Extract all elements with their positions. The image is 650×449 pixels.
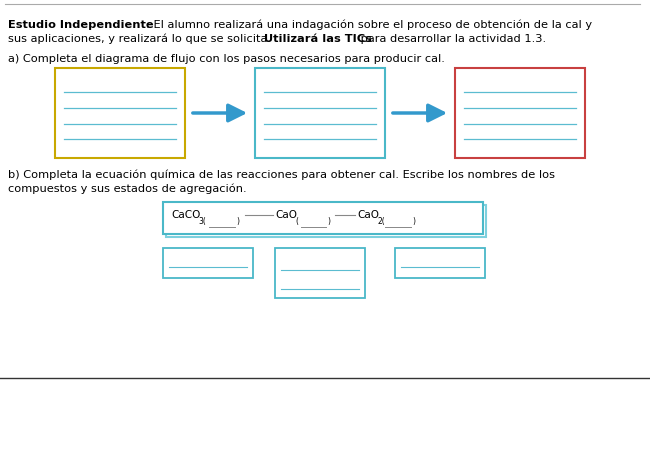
Text: (: ( bbox=[295, 217, 298, 226]
Text: ): ) bbox=[412, 217, 415, 226]
Text: a) Completa el diagrama de flujo con los pasos necesarios para producir cal.: a) Completa el diagrama de flujo con los… bbox=[8, 54, 445, 64]
Bar bbox=[163, 248, 253, 278]
Text: CaO: CaO bbox=[357, 211, 379, 220]
Bar bbox=[255, 68, 385, 158]
Text: CaCO: CaCO bbox=[171, 211, 200, 220]
Bar bbox=[455, 68, 585, 158]
Bar bbox=[166, 205, 486, 237]
Text: Estudio Independiente: Estudio Independiente bbox=[8, 20, 153, 30]
Text: : El alumno realizará una indagación sobre el proceso de obtención de la cal y: : El alumno realizará una indagación sob… bbox=[146, 20, 592, 31]
Bar bbox=[275, 248, 365, 298]
Text: compuestos y sus estados de agregación.: compuestos y sus estados de agregación. bbox=[8, 184, 246, 194]
Text: 3(: 3( bbox=[198, 217, 206, 226]
Text: sus aplicaciones, y realizará lo que se solicita.: sus aplicaciones, y realizará lo que se … bbox=[8, 34, 274, 44]
Text: 2(: 2( bbox=[377, 217, 385, 226]
Text: para desarrollar la actividad 1.3.: para desarrollar la actividad 1.3. bbox=[357, 34, 546, 44]
Bar bbox=[163, 202, 483, 234]
Text: ): ) bbox=[327, 217, 330, 226]
Text: CaO: CaO bbox=[275, 211, 297, 220]
Text: ): ) bbox=[236, 217, 239, 226]
Bar bbox=[55, 68, 185, 158]
Text: b) Completa la ecuación química de las reacciones para obtener cal. Escribe los : b) Completa la ecuación química de las r… bbox=[8, 170, 555, 180]
Bar bbox=[395, 248, 485, 278]
Text: Utilizará las TICs: Utilizará las TICs bbox=[264, 34, 372, 44]
